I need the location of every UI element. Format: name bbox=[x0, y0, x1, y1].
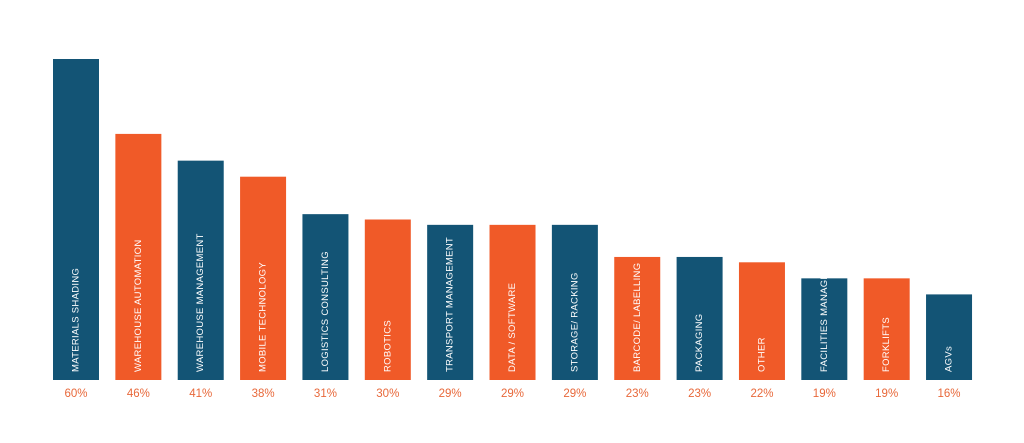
value-label: 38% bbox=[252, 388, 275, 400]
value-label: 19% bbox=[813, 388, 836, 400]
value-label: 16% bbox=[938, 388, 961, 400]
value-label: 41% bbox=[189, 388, 212, 400]
bar bbox=[551, 224, 598, 380]
bar bbox=[801, 278, 848, 380]
bar-category-label: FACILITIES MANAGEMENT bbox=[819, 245, 830, 372]
value-label: 31% bbox=[314, 388, 337, 400]
value-label: 29% bbox=[439, 388, 462, 400]
bar bbox=[863, 278, 910, 380]
bar bbox=[115, 133, 162, 380]
bar bbox=[177, 160, 224, 380]
value-label: 29% bbox=[563, 388, 586, 400]
value-label: 30% bbox=[376, 388, 399, 400]
value-label: 46% bbox=[127, 388, 150, 400]
bar bbox=[364, 219, 411, 380]
bar-category-label: LOGISTICS CONSULTING bbox=[320, 251, 331, 372]
bar bbox=[427, 224, 474, 380]
bar bbox=[614, 256, 661, 380]
bar bbox=[926, 294, 973, 380]
value-label: 29% bbox=[501, 388, 524, 400]
value-label: 22% bbox=[750, 388, 773, 400]
bar bbox=[302, 214, 349, 380]
bar-category-label: WAREHOUSE AUTOMATION bbox=[133, 239, 144, 372]
bar-category-label: MATERIALS SHADING bbox=[71, 268, 82, 372]
value-label: 60% bbox=[64, 388, 87, 400]
bar bbox=[738, 262, 785, 380]
bar bbox=[676, 256, 723, 380]
bar-category-label: WAREHOUSE MANAGEMENT bbox=[195, 233, 206, 372]
bar-category-label: BARCODE/ LABELLING bbox=[632, 263, 643, 372]
bar-category-label: MOBILE TECHNOLOGY bbox=[258, 262, 269, 372]
bar-category-label: ROBOTICS bbox=[382, 320, 393, 372]
bar bbox=[53, 59, 99, 380]
value-label: 23% bbox=[626, 388, 649, 400]
bar bbox=[489, 224, 536, 380]
bar bbox=[240, 176, 287, 380]
bar-category-label: TRANSPORT MANAGEMENT bbox=[445, 237, 456, 372]
bar-category-label: OTHER bbox=[756, 337, 767, 372]
bar-category-label: STORAGE/ RACKING bbox=[569, 272, 580, 372]
value-label: 23% bbox=[688, 388, 711, 400]
bar-category-label: PACKAGING bbox=[694, 314, 705, 372]
value-label: 19% bbox=[875, 388, 898, 400]
bar-category-label: FORKLIFTS bbox=[881, 317, 892, 372]
bar-category-label: AGVs bbox=[944, 346, 955, 372]
bar-category-label: DATA / SOFTWARE bbox=[507, 283, 518, 372]
